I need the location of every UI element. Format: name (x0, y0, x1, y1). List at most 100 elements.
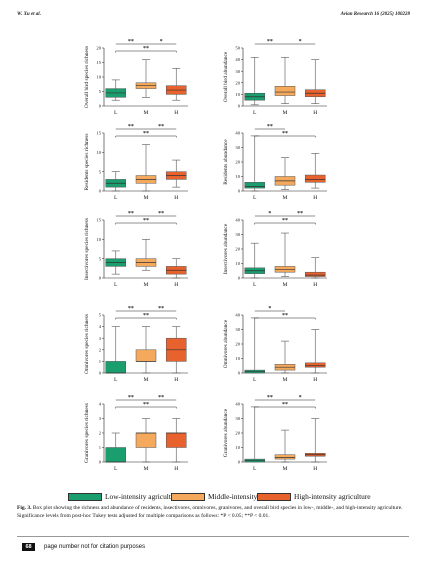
y-tick-label: 15 (96, 131, 101, 136)
sig-label: ** (282, 131, 288, 137)
running-header-journal: Avian Research 16 (2025) 100228 (340, 12, 410, 17)
y-tick-label: 1 (99, 359, 102, 364)
x-tick-label: L (253, 466, 257, 472)
x-tick-label: L (114, 110, 118, 116)
y-tick-label: 40 (235, 402, 240, 407)
sig-label: * (299, 395, 302, 401)
sig-label: ** (143, 218, 149, 224)
x-tick-label: L (253, 282, 257, 288)
sig-label: ** (128, 395, 134, 401)
box-L (244, 182, 266, 189)
x-tick-label: L (114, 466, 118, 472)
y-tick-label: 2 (99, 347, 102, 352)
y-tick-label: 5 (99, 256, 102, 261)
y-tick-label: 15 (96, 218, 101, 223)
y-tick-label: 5 (99, 169, 102, 174)
x-tick-label: L (253, 377, 257, 383)
x-tick-label: M (283, 282, 288, 288)
legend-label-high: High-intensity agriculture (294, 492, 371, 501)
legend-label-middle: Middle-intensity agriculture (208, 492, 292, 501)
y-tick-label: 0 (99, 371, 102, 376)
y-tick-label: 30 (235, 69, 240, 74)
y-tick-label: 30 (235, 416, 240, 421)
y-tick-label: 20 (235, 342, 240, 347)
x-tick-label: L (253, 195, 257, 201)
sig-label: ** (143, 131, 149, 137)
y-tick-label: 20 (235, 160, 240, 165)
box-M (135, 349, 157, 362)
box-L (105, 361, 127, 374)
y-tick-label: 40 (235, 131, 240, 136)
y-tick-label: 4 (99, 402, 102, 407)
legend-item-low: Low-intensity agriculture (68, 492, 180, 501)
sig-label: ** (267, 395, 273, 401)
legend-swatch-low (68, 492, 102, 501)
y-tick-label: 50 (235, 46, 240, 51)
y-tick-label: 0 (99, 460, 102, 465)
x-tick-label: H (313, 195, 317, 201)
sig-label: ** (143, 313, 149, 319)
box-H (304, 271, 326, 277)
y-tick-label: 0 (238, 189, 241, 194)
y-axis-label: Overall bird species richness (84, 46, 90, 108)
y-tick-label: 40 (235, 218, 240, 223)
box-M (274, 86, 296, 96)
y-tick-label: 3 (99, 336, 102, 341)
x-tick-label: H (174, 466, 178, 472)
y-tick-label: 0 (238, 276, 241, 281)
y-tick-label: 3 (99, 416, 102, 421)
x-tick-label: M (144, 377, 149, 383)
y-axis-label: Residents species richness (84, 134, 90, 191)
y-tick-label: 20 (96, 46, 101, 51)
x-tick-label: L (114, 195, 118, 201)
y-tick-label: 0 (99, 104, 102, 109)
y-tick-label: 10 (96, 75, 101, 80)
y-tick-label: 0 (99, 189, 102, 194)
sig-label: ** (267, 124, 273, 130)
y-tick-label: 10 (235, 92, 240, 97)
x-tick-label: M (283, 195, 288, 201)
box-H (304, 362, 326, 368)
y-tick-label: 40 (235, 57, 240, 62)
y-axis-label: Granivores species richness (84, 403, 90, 463)
sig-label: * (268, 306, 271, 312)
x-tick-label: H (174, 377, 178, 383)
y-tick-label: 10 (96, 150, 101, 155)
x-tick-label: M (283, 466, 288, 472)
y-tick-label: 10 (235, 356, 240, 361)
legend-item-high: High-intensity agriculture (257, 492, 371, 501)
y-tick-label: 15 (96, 60, 101, 65)
figure-caption: Fig. 3. Box plot showing the richness an… (17, 505, 409, 520)
y-tick-label: 5 (99, 313, 102, 318)
y-axis-label: Overall bird abundance (223, 51, 229, 102)
sig-label: ** (297, 211, 303, 217)
box-L (105, 447, 127, 463)
x-tick-label: H (313, 377, 317, 383)
legend-label-low: Low-intensity agriculture (105, 492, 181, 501)
y-axis-label: Granivores abundance (223, 408, 229, 457)
y-axis-label: Insectivores abundance (223, 223, 229, 274)
x-tick-label: M (283, 377, 288, 383)
y-tick-label: 0 (238, 104, 241, 109)
x-tick-label: M (144, 466, 149, 472)
sig-label: ** (282, 218, 288, 224)
caption-label: Fig. 3. (17, 505, 32, 511)
box-H (165, 432, 187, 448)
footer-note: page number not for citation purposes (44, 544, 146, 550)
x-tick-label: L (253, 110, 257, 116)
sig-label: ** (128, 211, 134, 217)
sig-label: * (160, 39, 163, 45)
y-tick-label: 20 (235, 80, 240, 85)
y-axis-label: Residents abundance (223, 139, 229, 185)
y-tick-label: 1 (99, 445, 102, 450)
y-tick-label: 40 (235, 313, 240, 318)
y-tick-label: 4 (99, 324, 102, 329)
y-tick-label: 10 (235, 261, 240, 266)
y-tick-label: 30 (235, 327, 240, 332)
x-tick-label: L (114, 377, 118, 383)
x-tick-label: M (144, 282, 149, 288)
sig-label: ** (282, 313, 288, 319)
sig-label: ** (158, 306, 164, 312)
x-tick-label: H (174, 110, 178, 116)
y-axis-label: Omnivores abundance (223, 319, 229, 368)
